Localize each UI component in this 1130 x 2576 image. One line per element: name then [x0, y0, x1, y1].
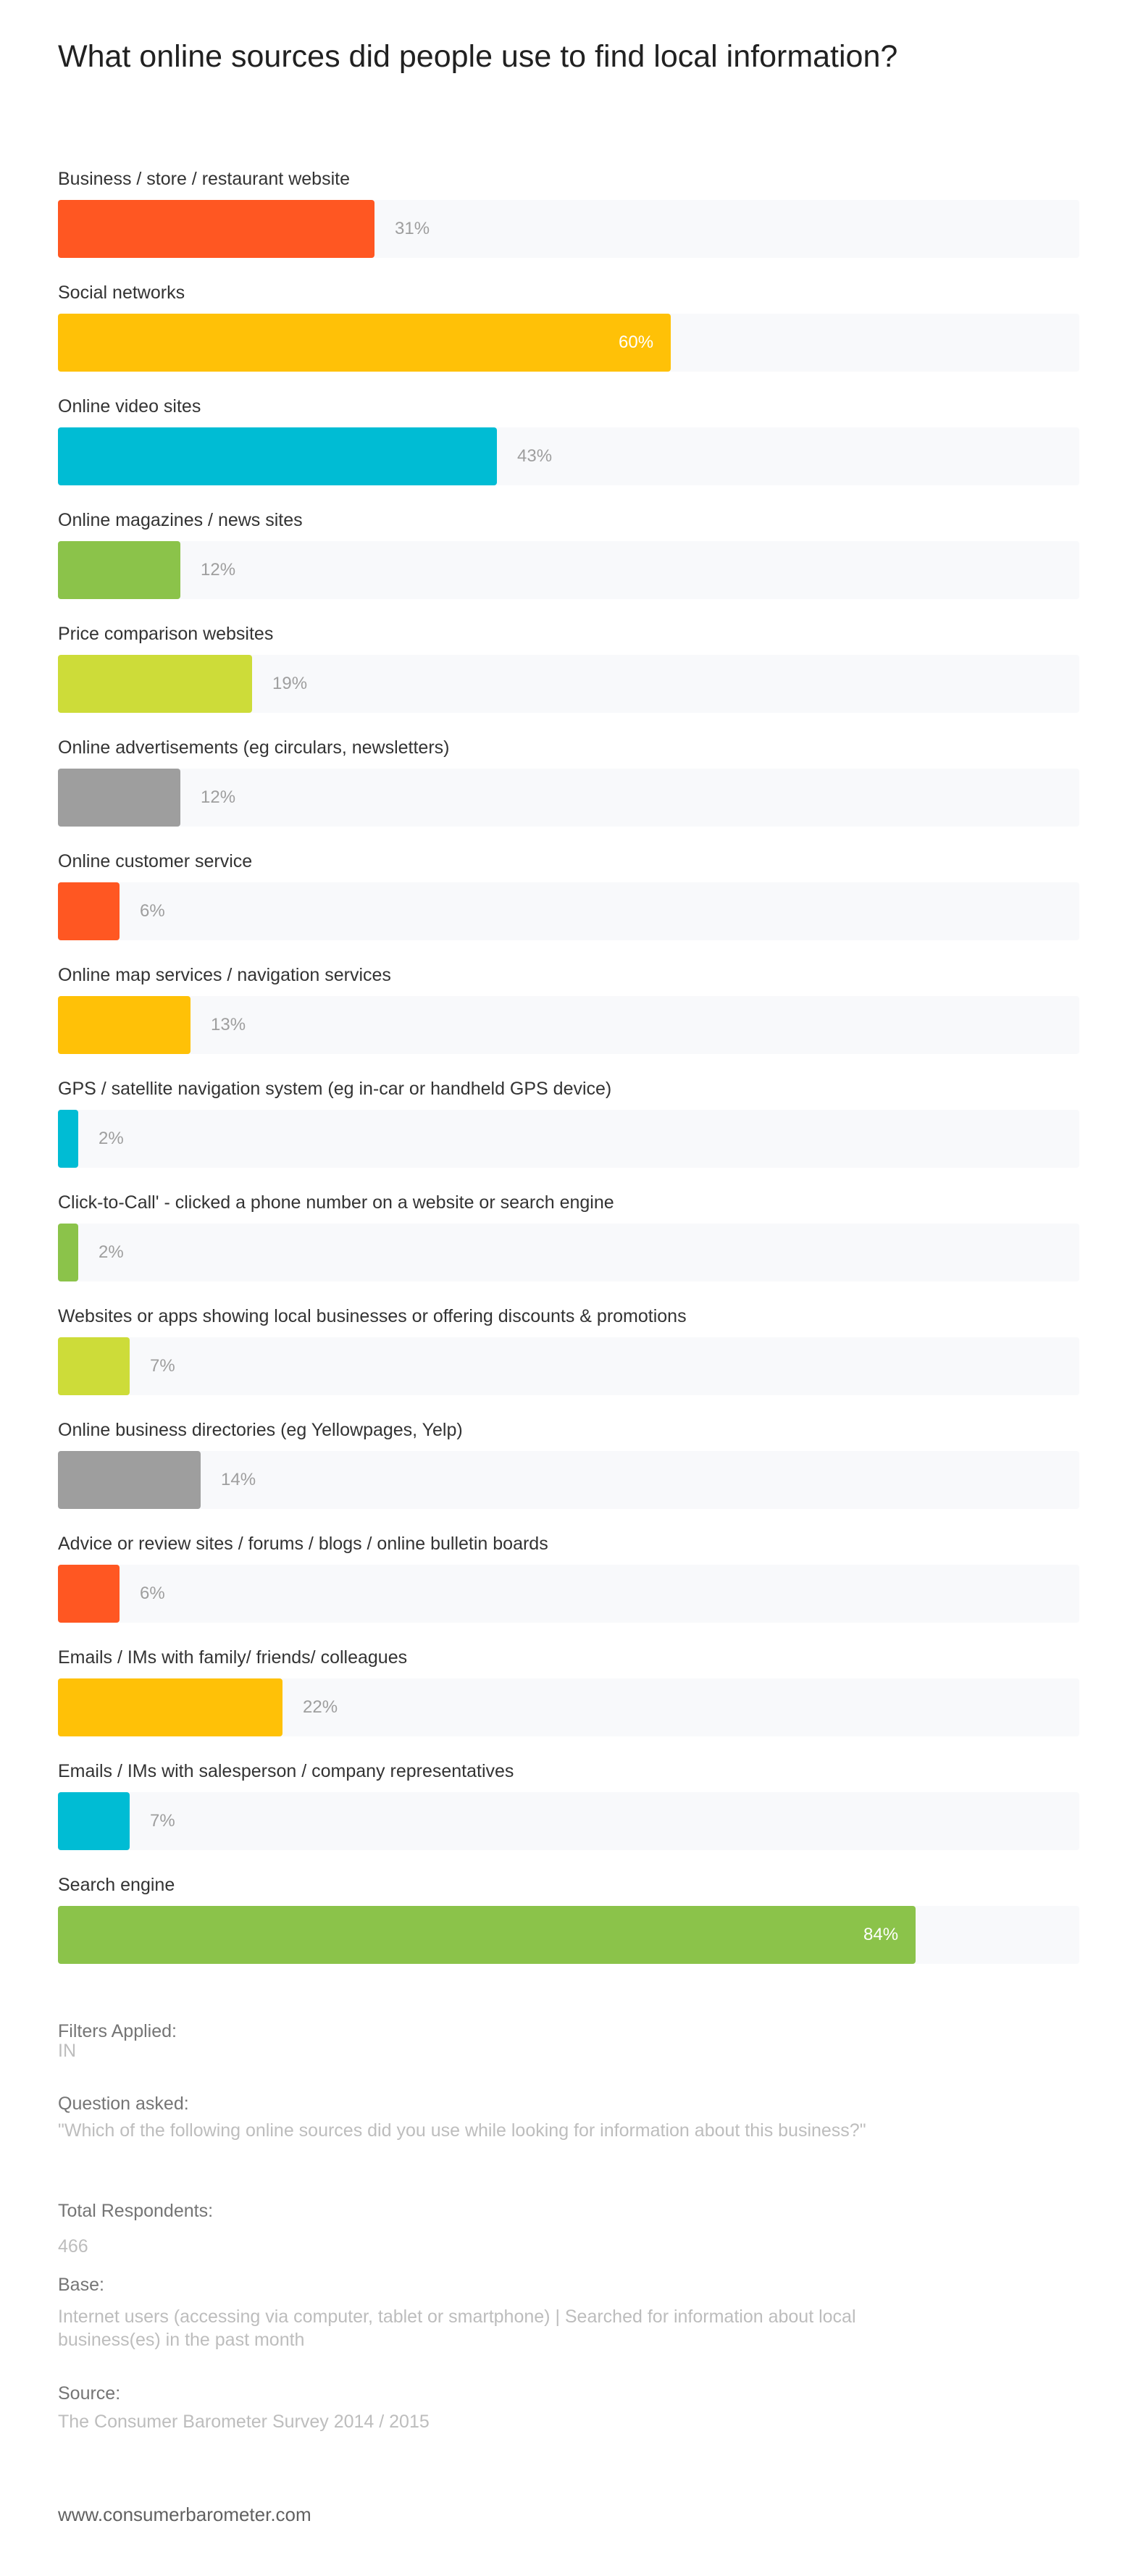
base-label: Base:: [58, 2275, 104, 2295]
bar-row: Emails / IMs with family/ friends/ colle…: [58, 1644, 1079, 1757]
bar: [58, 882, 120, 940]
source-value: The Consumer Barometer Survey 2014 / 201…: [58, 2412, 430, 2432]
footer-url[interactable]: www.consumerbarometer.com: [58, 2504, 311, 2525]
bar-category-label: Price comparison websites: [58, 624, 274, 644]
bar-value-label: 22%: [303, 1697, 338, 1717]
bar-track: 19%: [58, 655, 1079, 713]
bar-row: Click-to-Call' - clicked a phone number …: [58, 1189, 1079, 1302]
bar-value-label: 6%: [140, 901, 165, 921]
bar: [58, 996, 191, 1054]
bar-track: 22%: [58, 1678, 1079, 1736]
source-label: Source:: [58, 2383, 121, 2404]
bar-value-label: 31%: [395, 219, 430, 238]
bar-value-label: 60%: [619, 333, 654, 352]
bar-category-label: Online business directories (eg Yellowpa…: [58, 1420, 463, 1440]
bar-value-label: 14%: [221, 1470, 256, 1489]
bar: [58, 1224, 78, 1281]
bar-row: Online customer service 6%: [58, 848, 1079, 961]
base-value: Internet users (accessing via computer, …: [58, 2307, 856, 2350]
bar-track: 12%: [58, 541, 1079, 599]
bar-value-label: 19%: [272, 674, 308, 693]
bar: [58, 1906, 916, 1964]
bar-value-label: 12%: [201, 787, 236, 807]
bar-value-label: 2%: [99, 1242, 124, 1262]
bar-category-label: Online customer service: [58, 851, 253, 871]
bar-track: 7%: [58, 1337, 1079, 1395]
bar-value-label: 6%: [140, 1584, 165, 1603]
bar-row: Online magazines / news sites 12%: [58, 506, 1079, 620]
bar-value-label: 7%: [150, 1356, 175, 1376]
bar-row: Online map services / navigation service…: [58, 961, 1079, 1075]
bar-track: 2%: [58, 1224, 1079, 1281]
bar-category-label: Emails / IMs with family/ friends/ colle…: [58, 1647, 408, 1668]
bar-value-label: 12%: [201, 560, 236, 580]
bar-row: Emails / IMs with salesperson / company …: [58, 1757, 1079, 1871]
bar-value-label: 13%: [211, 1015, 246, 1034]
bar-value-label: 7%: [150, 1811, 175, 1831]
bar-category-label: Online advertisements (eg circulars, new…: [58, 737, 450, 758]
bar-track: 6%: [58, 882, 1079, 940]
bar: [58, 1565, 120, 1623]
bar-category-label: Online magazines / news sites: [58, 510, 303, 530]
bar-track: 7%: [58, 1792, 1079, 1850]
bar-track: 60%: [58, 314, 1079, 372]
question-value: "Which of the following online sources d…: [58, 2120, 866, 2141]
bar-value-label: 84%: [863, 1925, 899, 1944]
bar: [58, 541, 180, 599]
bar-category-label: Advice or review sites / forums / blogs …: [58, 1534, 548, 1554]
bar-track: 84%: [58, 1906, 1079, 1964]
bar-category-label: Online map services / navigation service…: [58, 965, 391, 985]
bar-value-label: 2%: [99, 1129, 124, 1148]
respondents-label: Total Respondents:: [58, 2201, 214, 2221]
bar-category-label: GPS / satellite navigation system (eg in…: [58, 1079, 612, 1099]
bar-track: 2%: [58, 1110, 1079, 1168]
bar: [58, 769, 180, 827]
bar-row: Search engine 84%: [58, 1871, 1079, 1985]
bar: [58, 314, 671, 372]
bar-track: 13%: [58, 996, 1079, 1054]
bar-row: Online video sites 43%: [58, 393, 1079, 506]
bar: [58, 1337, 130, 1395]
bar-row: Social networks 60%: [58, 279, 1079, 393]
filters-value: IN: [58, 2041, 76, 2061]
bar-row: Business / store / restaurant website 31%: [58, 165, 1079, 279]
bar-track: 14%: [58, 1451, 1079, 1509]
bar: [58, 1110, 78, 1168]
bar-track: 31%: [58, 200, 1079, 258]
respondents-value: 466: [58, 2236, 88, 2257]
bar: [58, 200, 374, 258]
bar-track: 43%: [58, 427, 1079, 485]
bar-row: Online business directories (eg Yellowpa…: [58, 1416, 1079, 1530]
bar-category-label: Online video sites: [58, 396, 201, 417]
bar-row: GPS / satellite navigation system (eg in…: [58, 1075, 1079, 1189]
bar-category-label: Click-to-Call' - clicked a phone number …: [58, 1192, 614, 1213]
page-title: What online sources did people use to fi…: [58, 39, 898, 74]
bar: [58, 427, 497, 485]
bar-row: Price comparison websites 19%: [58, 620, 1079, 734]
bar-row: Advice or review sites / forums / blogs …: [58, 1530, 1079, 1644]
bar-category-label: Websites or apps showing local businesse…: [58, 1306, 687, 1326]
filters-label: Filters Applied:: [58, 2021, 177, 2041]
bar-row: Online advertisements (eg circulars, new…: [58, 734, 1079, 848]
bar: [58, 1451, 201, 1509]
bar-track: 12%: [58, 769, 1079, 827]
question-label: Question asked:: [58, 2094, 189, 2114]
bar-row: Websites or apps showing local businesse…: [58, 1302, 1079, 1416]
bar-track: 6%: [58, 1565, 1079, 1623]
bar: [58, 1678, 282, 1736]
bar-category-label: Business / store / restaurant website: [58, 169, 350, 189]
bar: [58, 655, 252, 713]
bar-category-label: Search engine: [58, 1875, 175, 1895]
bar-category-label: Social networks: [58, 283, 185, 303]
bar: [58, 1792, 130, 1850]
bar-value-label: 43%: [517, 446, 553, 466]
bar-category-label: Emails / IMs with salesperson / company …: [58, 1761, 514, 1781]
